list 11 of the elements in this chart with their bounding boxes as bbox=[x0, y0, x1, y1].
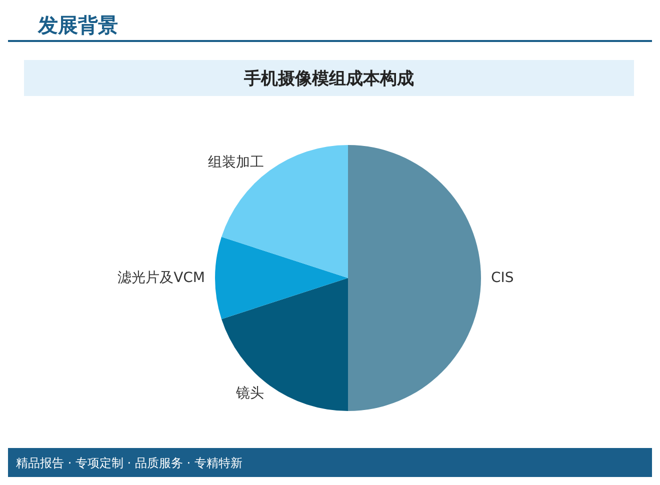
pie-slice bbox=[222, 145, 348, 278]
text: 精品报告 · 专项定制 · 品质服务 · 专精特新 bbox=[16, 455, 242, 472]
chart-title: 手机摄像模组成本构成 bbox=[24, 60, 634, 96]
pie-slice bbox=[215, 236, 348, 320]
slice-label: 滤光片及VCM bbox=[118, 270, 205, 286]
slice-label: 镜头 bbox=[234, 386, 264, 402]
slice-label: CIS bbox=[491, 270, 514, 286]
slice-label: 组装加工 bbox=[208, 154, 264, 170]
text: 发展背景 bbox=[38, 12, 118, 39]
pie-slice bbox=[348, 145, 481, 411]
pie-slice bbox=[222, 278, 348, 411]
